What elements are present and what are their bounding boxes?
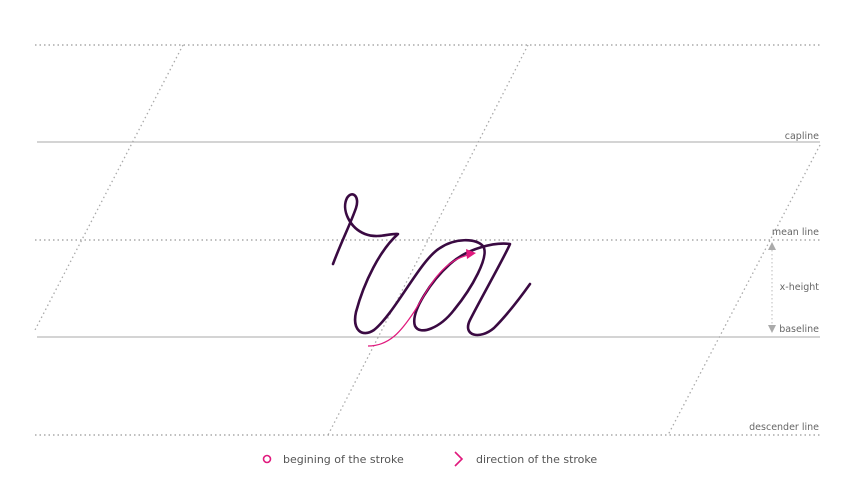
descender-label: descender line xyxy=(749,422,819,433)
slant-line xyxy=(327,44,529,436)
arrow-down xyxy=(768,325,776,333)
direction-path xyxy=(367,254,469,347)
legend: begining of the stroke direction of the … xyxy=(262,451,597,467)
letters-ra xyxy=(331,193,532,337)
legend-direction-label: direction of the stroke xyxy=(476,453,597,466)
arrow-up xyxy=(768,242,776,250)
guide-lines xyxy=(34,44,821,436)
slant-line xyxy=(667,144,821,436)
baseline-label: baseline xyxy=(779,324,819,335)
stroke-direction xyxy=(367,249,476,347)
legend-direction-icon xyxy=(454,451,464,467)
direction-arrowhead xyxy=(466,249,476,259)
legend-start-icon xyxy=(262,454,272,464)
x-height-label: x-height xyxy=(780,282,820,293)
x-height-marker xyxy=(768,242,776,333)
letters xyxy=(331,193,532,337)
slant-line xyxy=(34,44,184,331)
legend-start-label: begining of the stroke xyxy=(283,453,404,466)
capline-label: capline xyxy=(785,131,819,142)
mean-line-label: mean line xyxy=(772,227,819,238)
